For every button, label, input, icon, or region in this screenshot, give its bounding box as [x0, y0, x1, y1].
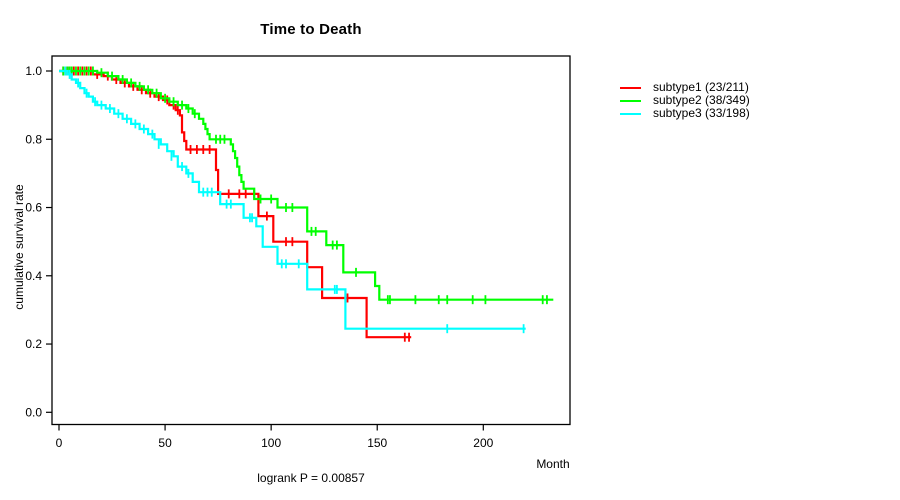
chart-title: Time to Death — [260, 21, 362, 38]
x-axis-title: Month — [536, 457, 570, 471]
y-tick-label: 0.0 — [25, 405, 42, 419]
x-tick-label: 200 — [473, 436, 493, 450]
x-tick-label: 0 — [56, 436, 63, 450]
legend-item-3: subtype3 (33/198) — [620, 107, 750, 120]
survival-curve-3 — [59, 69, 526, 330]
legend-line-icon — [620, 86, 641, 89]
legend-line-icon — [620, 99, 641, 102]
legend-label: subtype1 (23/211) — [653, 80, 749, 94]
y-tick-label: 0.4 — [25, 269, 42, 283]
legend-label: subtype2 (38/349) — [653, 93, 750, 107]
x-tick-label: 100 — [261, 436, 281, 450]
y-tick-label: 0.8 — [25, 132, 42, 146]
y-tick-label: 0.6 — [25, 201, 42, 215]
y-axis-title: cumulative survival rate — [12, 184, 26, 310]
legend-item-2: subtype2 (38/349) — [620, 94, 750, 107]
legend-item-1: subtype1 (23/211) — [620, 81, 750, 94]
x-tick-label: 150 — [367, 436, 387, 450]
legend-line-icon — [620, 112, 641, 115]
plot-frame — [51, 55, 571, 426]
legend: subtype1 (23/211) subtype2 (38/349) subtyp… — [620, 81, 750, 120]
y-tick-label: 1.0 — [25, 64, 42, 78]
y-tick-label: 0.2 — [25, 337, 42, 351]
x-tick-label: 50 — [158, 436, 172, 450]
legend-label: subtype3 (33/198) — [653, 106, 750, 120]
logrank-p-value: logrank P = 0.00857 — [257, 471, 365, 485]
